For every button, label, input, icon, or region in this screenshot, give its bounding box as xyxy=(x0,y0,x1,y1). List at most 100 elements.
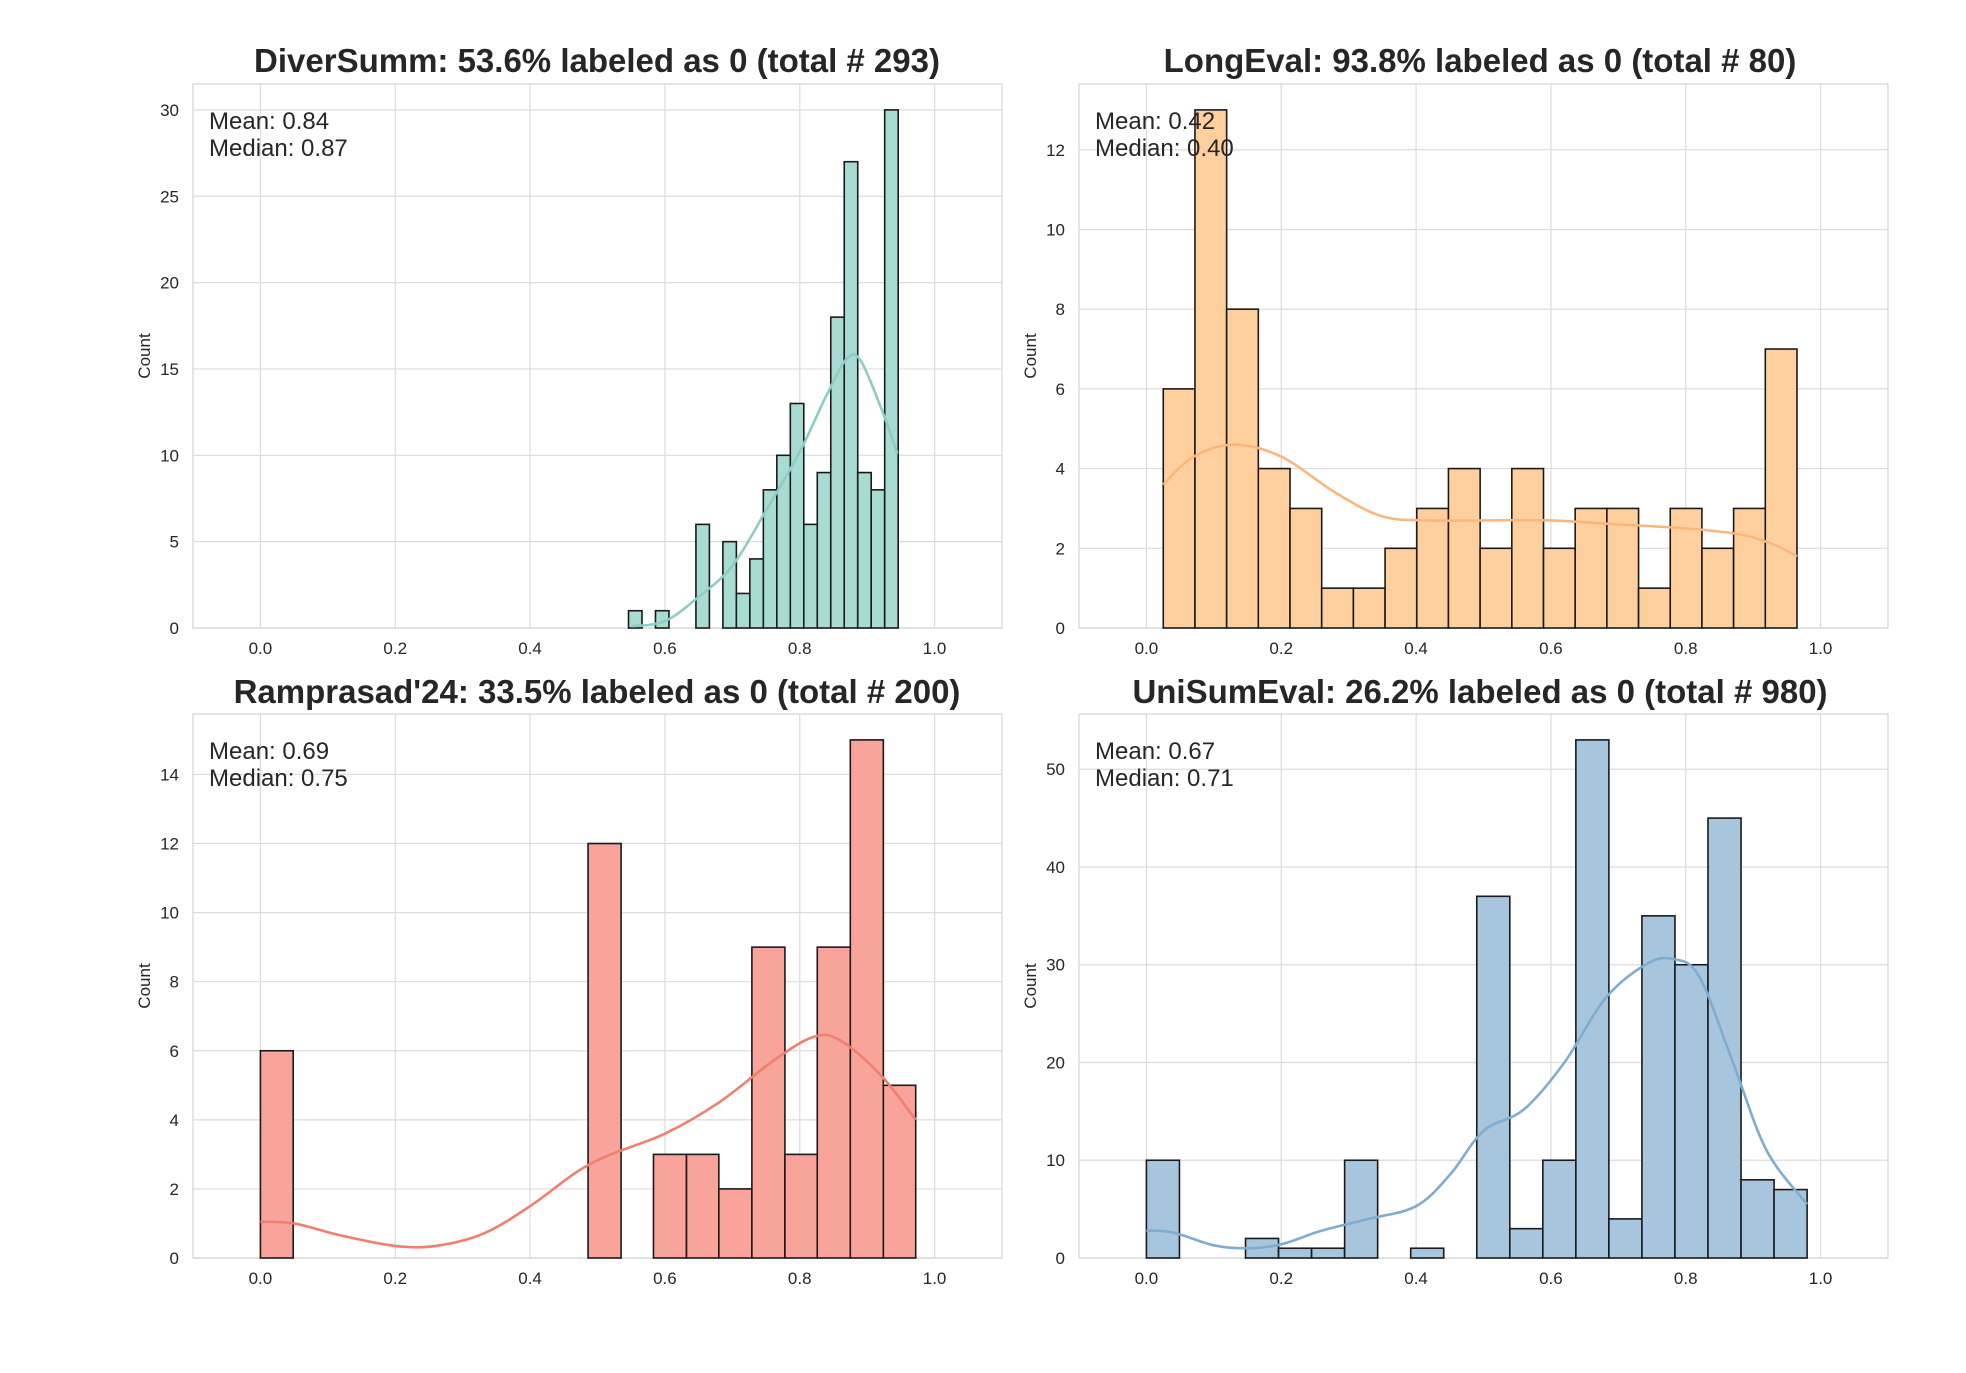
y-tick-label: 30 xyxy=(160,101,179,120)
y-axis-label: Count xyxy=(135,333,154,379)
x-tick-label: 1.0 xyxy=(923,1269,947,1288)
histogram-bar xyxy=(1310,1247,1346,1259)
stats-annotation: Median: 0.75 xyxy=(209,765,348,792)
histogram-bar xyxy=(749,558,765,629)
y-tick-label: 12 xyxy=(1046,141,1065,160)
x-tick-label: 0.2 xyxy=(383,639,407,658)
y-tick-label: 8 xyxy=(1056,300,1065,319)
y-tick-label: 50 xyxy=(1046,760,1065,779)
x-tick-label: 0.0 xyxy=(1135,1269,1159,1288)
histogram-panel: 0.0 0.2 0.4 0.6 0.8 1.0 0 5 10 15 20 25 30 Count Diver… xyxy=(135,42,1003,658)
histogram-bar xyxy=(883,109,899,629)
histogram-bar xyxy=(1764,348,1798,629)
x-tick-label: 0.2 xyxy=(383,1269,407,1288)
histogram-bar xyxy=(1674,963,1709,1259)
histogram-bar xyxy=(1508,1227,1544,1259)
y-tick-label: 8 xyxy=(170,973,179,992)
x-tick-label: 0.6 xyxy=(1539,1269,1563,1288)
chart-title: DiverSumm: 53.6% labeled as 0 (total # 2… xyxy=(254,42,940,79)
histogram-bar xyxy=(1277,1247,1313,1259)
histogram-bar xyxy=(652,1153,688,1259)
histogram-bar xyxy=(1641,915,1676,1259)
y-tick-label: 10 xyxy=(160,446,179,465)
y-tick-label: 6 xyxy=(170,1042,179,1061)
y-tick-label: 40 xyxy=(1046,858,1065,877)
histogram-bar xyxy=(1343,1159,1379,1259)
x-tick-label: 1.0 xyxy=(1809,1269,1833,1288)
histogram-bar xyxy=(789,402,805,629)
x-tick-label: 0.6 xyxy=(1539,639,1563,658)
y-tick-label: 0 xyxy=(1056,1249,1065,1268)
histogram-bar xyxy=(718,1188,753,1259)
histogram-bar xyxy=(1732,507,1767,629)
histogram-panel: 0.0 0.2 0.4 0.6 0.8 1.0 0 2 4 6 8 10 12 14 Count Rampra… xyxy=(135,673,1003,1288)
histogram-bar xyxy=(1384,547,1418,629)
histogram-bar xyxy=(870,489,886,629)
x-tick-label: 0.4 xyxy=(518,639,542,658)
x-tick-label: 0.2 xyxy=(1269,639,1293,658)
histogram-bar xyxy=(1145,1159,1181,1259)
stats-annotation: Median: 0.71 xyxy=(1095,765,1234,792)
histogram-bar xyxy=(1511,467,1545,629)
chart-title: LongEval: 93.8% labeled as 0 (total # 80… xyxy=(1164,42,1797,79)
x-tick-label: 0.6 xyxy=(653,1269,677,1288)
histogram-panel: 0.0 0.2 0.4 0.6 0.8 1.0 0 2 4 6 8 10 12 Count LongEval… xyxy=(1021,42,1889,658)
histogram-bar xyxy=(1542,1159,1577,1259)
histogram-bar xyxy=(259,1049,294,1259)
x-tick-label: 0.6 xyxy=(653,639,677,658)
y-tick-label: 6 xyxy=(1056,380,1065,399)
histogram-bar xyxy=(722,540,738,629)
x-tick-label: 0.0 xyxy=(249,1269,273,1288)
chart-title: UniSumEval: 26.2% labeled as 0 (total # … xyxy=(1132,673,1827,710)
x-tick-label: 0.8 xyxy=(788,639,812,658)
y-tick-label: 0 xyxy=(170,1249,179,1268)
x-tick-label: 0.4 xyxy=(518,1269,542,1288)
y-axis-label: Count xyxy=(135,963,154,1009)
histogram-bar xyxy=(1409,1247,1445,1259)
histogram-bar xyxy=(1289,507,1323,629)
x-tick-label: 0.2 xyxy=(1269,1269,1293,1288)
x-tick-label: 0.8 xyxy=(788,1269,812,1288)
histogram-bar xyxy=(1225,308,1260,629)
y-tick-label: 20 xyxy=(1046,1053,1065,1072)
y-tick-label: 10 xyxy=(1046,220,1065,239)
x-tick-label: 0.0 xyxy=(249,639,273,658)
histogram-bar xyxy=(816,946,852,1259)
y-tick-label: 15 xyxy=(160,360,179,379)
histogram-bar xyxy=(1608,1218,1643,1259)
histogram-bar xyxy=(1352,587,1386,629)
histogram-bar xyxy=(1257,467,1291,629)
histogram-bar xyxy=(1701,547,1735,629)
histogram-bar xyxy=(627,609,643,629)
y-tick-label: 10 xyxy=(1046,1151,1065,1170)
y-tick-label: 0 xyxy=(1056,619,1065,638)
histogram-bar xyxy=(1447,467,1481,629)
histogram-bar xyxy=(1606,507,1640,629)
histogram-bar xyxy=(816,471,832,629)
stats-annotation: Mean: 0.69 xyxy=(209,738,329,765)
histogram-panel: 0.0 0.2 0.4 0.6 0.8 1.0 0 10 20 30 40 50 Count UniSum… xyxy=(1021,673,1889,1288)
x-tick-label: 0.8 xyxy=(1674,639,1698,658)
x-tick-label: 1.0 xyxy=(1809,639,1833,658)
stats-annotation: Median: 0.87 xyxy=(209,135,348,162)
histogram-bar xyxy=(1542,547,1576,629)
histogram-bar xyxy=(735,592,751,629)
y-tick-label: 10 xyxy=(160,904,179,923)
histogram-bar xyxy=(1637,587,1672,629)
stats-annotation: Median: 0.40 xyxy=(1095,135,1234,162)
histogram-bar xyxy=(1740,1178,1775,1259)
y-tick-label: 14 xyxy=(160,765,179,784)
histogram-bar xyxy=(843,160,859,629)
histogram-bar xyxy=(856,471,873,629)
y-tick-label: 4 xyxy=(1056,460,1065,479)
histogram-bar xyxy=(1475,895,1511,1259)
chart-title: Ramprasad'24: 33.5% labeled as 0 (total … xyxy=(234,673,961,710)
y-tick-label: 30 xyxy=(1046,956,1065,975)
histogram-bar xyxy=(587,842,622,1259)
stats-annotation: Mean: 0.42 xyxy=(1095,108,1215,135)
histogram-bar xyxy=(695,523,711,629)
histogram-bar xyxy=(1773,1188,1808,1259)
x-tick-label: 0.4 xyxy=(1404,639,1428,658)
histogram-bar xyxy=(849,739,885,1259)
